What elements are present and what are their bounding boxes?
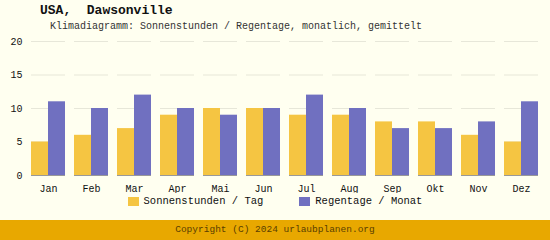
svg-text:Jul: Jul <box>297 184 315 193</box>
svg-text:10: 10 <box>10 104 22 115</box>
svg-text:20: 20 <box>10 37 22 48</box>
svg-text:Jan: Jan <box>39 184 57 193</box>
svg-text:Dez: Dez <box>512 184 530 193</box>
svg-text:Sep: Sep <box>383 184 401 193</box>
html-text:Copyright (C) 2024 urlaubplane: Copyright (C) 2024 urlaubplanen.org <box>175 224 375 235</box>
svg-text:Okt: Okt <box>426 184 444 193</box>
svg-text:Apr: Apr <box>168 184 186 193</box>
svg-text:Mar: Mar <box>125 184 143 193</box>
svg-text:5: 5 <box>16 137 22 148</box>
svg-text:Aug: Aug <box>340 184 358 193</box>
svg-text:Feb: Feb <box>82 184 100 193</box>
svg-text:0: 0 <box>16 171 22 182</box>
svg-text:Mai: Mai <box>211 184 229 193</box>
html-text:Sonnenstunden / Tag: Sonnenstunden / Tag <box>143 195 264 207</box>
html-text:USA, Dawsonville: USA, Dawsonville <box>40 3 173 18</box>
svg-text:15: 15 <box>10 70 22 81</box>
html-text:Klimadiagramm: Sonnenstunden /: Klimadiagramm: Sonnenstunden / Regentage… <box>50 21 423 32</box>
html-text:Regentage / Monat: Regentage / Monat <box>315 195 423 207</box>
svg-text:Nov: Nov <box>469 184 487 193</box>
svg-text:Jun: Jun <box>254 184 272 193</box>
